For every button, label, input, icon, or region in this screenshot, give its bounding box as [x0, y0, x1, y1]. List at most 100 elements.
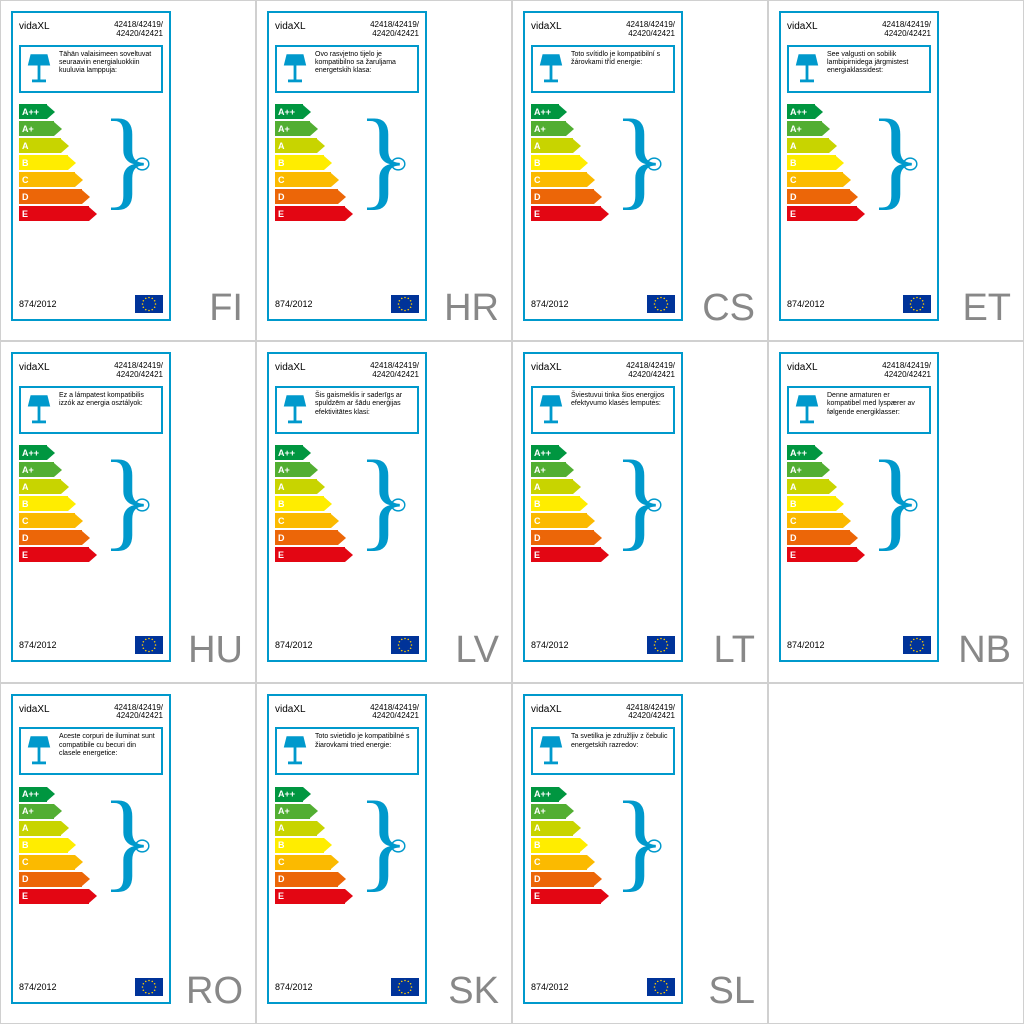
bulb-icon	[385, 835, 407, 862]
card-header: vidaXL 42418/42419/42420/42421	[275, 19, 419, 45]
card-footer: 874/2012	[531, 291, 675, 313]
lamp-icon	[793, 392, 821, 428]
model-numbers: 42418/42419/42420/42421	[370, 362, 419, 380]
card-footer: 874/2012	[531, 974, 675, 996]
lamp-icon	[25, 51, 53, 87]
brace-bulb-group: }	[613, 785, 663, 905]
lamp-icon	[281, 733, 309, 769]
language-code: CS	[702, 287, 755, 330]
energy-class-Aplus: A+	[275, 804, 353, 819]
label-grid: vidaXL 42418/42419/42420/42421 Tähän val…	[0, 0, 1024, 1024]
eu-flag-icon	[647, 636, 675, 654]
bulb-icon	[129, 494, 151, 521]
energy-class-C: C	[275, 172, 353, 187]
energy-label-card: vidaXL 42418/42419/42420/42421 Aceste co…	[11, 694, 171, 1004]
energy-scale: A++ A+ A B C D E }	[787, 444, 931, 564]
bulb-icon	[897, 494, 919, 521]
eu-flag-icon	[903, 295, 931, 313]
model-numbers: 42418/42419/42420/42421	[882, 362, 931, 380]
language-code: LT	[713, 629, 755, 672]
language-code: ET	[962, 287, 1011, 330]
energy-class-D: D	[19, 872, 97, 887]
brand-name: vidaXL	[275, 21, 306, 32]
brand-name: vidaXL	[275, 704, 306, 715]
energy-class-E: E	[531, 206, 609, 221]
energy-class-Aplusplus: A++	[19, 445, 97, 460]
energy-class-A: A	[275, 138, 353, 153]
regulation-number: 874/2012	[19, 640, 57, 650]
grid-cell: vidaXL 42418/42419/42420/42421 Ta svetil…	[512, 683, 768, 1024]
energy-scale: A++ A+ A B C D E }	[531, 103, 675, 223]
model-numbers: 42418/42419/42420/42421	[882, 21, 931, 39]
energy-class-E: E	[19, 547, 97, 562]
card-header: vidaXL 42418/42419/42420/42421	[787, 360, 931, 386]
grid-cell: vidaXL 42418/42419/42420/42421 Ovo rasvj…	[256, 0, 512, 341]
energy-scale: A++ A+ A B C D E }	[275, 103, 419, 223]
card-header: vidaXL 42418/42419/42420/42421	[275, 360, 419, 386]
energy-class-A: A	[19, 821, 97, 836]
energy-arrows: A++ A+ A B C D E	[531, 787, 609, 904]
energy-arrows: A++ A+ A B C D E	[19, 445, 97, 562]
grid-cell: vidaXL 42418/42419/42420/42421 See valgu…	[768, 0, 1024, 341]
energy-class-D: D	[787, 530, 865, 545]
energy-class-D: D	[531, 872, 609, 887]
energy-class-E: E	[531, 547, 609, 562]
energy-class-B: B	[531, 838, 609, 853]
energy-class-C: C	[787, 172, 865, 187]
grid-cell: vidaXL 42418/42419/42420/42421 Denne arm…	[768, 341, 1024, 682]
compatibility-info-box: Toto svietidlo je kompatibilné s žiarovk…	[275, 727, 419, 775]
compatibility-text: Toto svítidlo je kompatibilní s žárovkam…	[571, 51, 669, 68]
bulb-icon	[641, 835, 663, 862]
energy-arrows: A++ A+ A B C D E	[531, 445, 609, 562]
regulation-number: 874/2012	[275, 982, 313, 992]
compatibility-info-box: Aceste corpuri de iluminat sunt compatib…	[19, 727, 163, 775]
eu-flag-icon	[391, 978, 419, 996]
model-numbers: 42418/42419/42420/42421	[626, 704, 675, 722]
grid-cell: vidaXL 42418/42419/42420/42421 Aceste co…	[0, 683, 256, 1024]
energy-class-Aplusplus: A++	[19, 104, 97, 119]
energy-class-C: C	[19, 513, 97, 528]
energy-class-E: E	[275, 547, 353, 562]
regulation-number: 874/2012	[787, 640, 825, 650]
energy-class-Aplusplus: A++	[275, 445, 353, 460]
card-header: vidaXL 42418/42419/42420/42421	[531, 702, 675, 728]
lamp-icon	[281, 51, 309, 87]
brand-name: vidaXL	[531, 21, 562, 32]
energy-class-Aplus: A+	[787, 121, 865, 136]
compatibility-info-box: Ez a lámpatest kompatibilis izzók az ene…	[19, 386, 163, 434]
energy-class-Aplus: A+	[531, 462, 609, 477]
lamp-icon	[537, 733, 565, 769]
brand-name: vidaXL	[787, 21, 818, 32]
eu-flag-icon	[135, 636, 163, 654]
compatibility-info-box: Šviestuvui tinka šios energijos efektyvu…	[531, 386, 675, 434]
energy-scale: A++ A+ A B C D E }	[275, 444, 419, 564]
energy-class-D: D	[531, 530, 609, 545]
bulb-icon	[129, 835, 151, 862]
bulb-icon	[641, 153, 663, 180]
energy-class-B: B	[531, 155, 609, 170]
energy-scale: A++ A+ A B C D E }	[787, 103, 931, 223]
energy-class-Aplusplus: A++	[19, 787, 97, 802]
energy-scale: A++ A+ A B C D E }	[531, 444, 675, 564]
brace-bulb-group: }	[101, 444, 151, 564]
energy-class-D: D	[531, 189, 609, 204]
eu-flag-icon	[647, 295, 675, 313]
energy-class-E: E	[19, 889, 97, 904]
brace-bulb-group: }	[357, 785, 407, 905]
card-footer: 874/2012	[275, 291, 419, 313]
energy-class-B: B	[275, 838, 353, 853]
card-footer: 874/2012	[787, 632, 931, 654]
compatibility-info-box: See valgusti on sobilik lambipirnidega j…	[787, 45, 931, 93]
eu-flag-icon	[391, 295, 419, 313]
eu-flag-icon	[135, 295, 163, 313]
energy-class-E: E	[787, 206, 865, 221]
lamp-icon	[25, 392, 53, 428]
energy-class-E: E	[275, 889, 353, 904]
energy-class-A: A	[531, 479, 609, 494]
card-header: vidaXL 42418/42419/42420/42421	[531, 19, 675, 45]
energy-class-D: D	[19, 189, 97, 204]
energy-class-B: B	[19, 838, 97, 853]
energy-class-E: E	[531, 889, 609, 904]
compatibility-text: Ta svetilka je združljiv z čebulic energ…	[571, 733, 669, 750]
compatibility-text: Šviestuvui tinka šios energijos efektyvu…	[571, 392, 669, 409]
